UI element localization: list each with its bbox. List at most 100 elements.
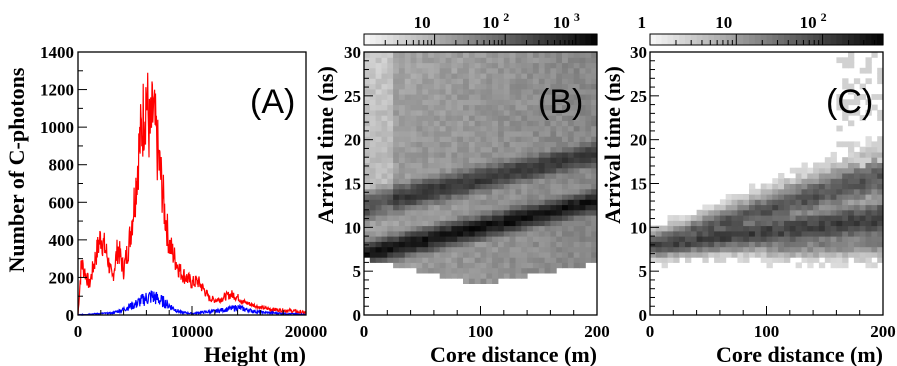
heatmap-cell bbox=[428, 251, 435, 258]
heatmap-cell bbox=[398, 73, 406, 79]
heatmap-cell bbox=[801, 220, 808, 227]
heatmap-cell bbox=[585, 120, 592, 127]
heatmap-cell bbox=[544, 246, 551, 253]
heatmap-cell bbox=[859, 188, 866, 195]
colorbar-swatch bbox=[445, 34, 452, 45]
heatmap-cell bbox=[387, 209, 394, 216]
heatmap-cell bbox=[375, 109, 382, 116]
heatmap-cell bbox=[492, 83, 499, 90]
colorbar-swatch bbox=[801, 34, 808, 45]
heatmap-cell bbox=[824, 215, 832, 221]
heatmap-cell bbox=[836, 194, 843, 200]
heatmap-cell bbox=[795, 209, 802, 216]
heatmap-cell bbox=[789, 230, 797, 237]
heatmap-cell bbox=[498, 120, 505, 127]
heatmap-cell bbox=[428, 194, 435, 200]
heatmap-cell bbox=[364, 183, 371, 190]
heatmap-cell bbox=[463, 225, 470, 232]
heatmap-cell bbox=[381, 57, 388, 64]
heatmap-cell bbox=[655, 241, 663, 248]
heatmap-cell bbox=[474, 236, 481, 242]
heatmap-cell bbox=[848, 52, 855, 58]
heatmap-cell bbox=[567, 115, 575, 121]
heatmap-cell bbox=[422, 230, 429, 237]
heatmap-cell bbox=[480, 272, 487, 279]
heatmap-cell bbox=[387, 52, 394, 58]
heatmap-cell bbox=[381, 194, 388, 200]
heatmap-cell bbox=[871, 230, 878, 237]
heatmap-cell bbox=[877, 141, 884, 148]
heatmap-cell bbox=[737, 236, 744, 242]
heatmap-cell bbox=[585, 236, 592, 242]
heatmap-cell bbox=[457, 251, 464, 258]
x-tick-label: 0 bbox=[646, 322, 655, 341]
heatmap-cell bbox=[865, 173, 872, 179]
heatmap-cell bbox=[364, 94, 371, 100]
heatmap-cell bbox=[381, 83, 388, 90]
heatmap-cell bbox=[486, 120, 493, 127]
heatmap-cell bbox=[428, 62, 435, 69]
heatmap-cell bbox=[393, 130, 400, 137]
heatmap-cell bbox=[393, 194, 400, 200]
heatmap-cell bbox=[685, 246, 692, 253]
heatmap-cell bbox=[509, 109, 516, 116]
heatmap-cell bbox=[369, 178, 377, 184]
heatmap-cell bbox=[573, 78, 580, 85]
heatmap-cell bbox=[463, 215, 470, 221]
heatmap-cell bbox=[532, 94, 540, 100]
heatmap-cell bbox=[527, 178, 534, 184]
heatmap-cell bbox=[550, 78, 557, 85]
heatmap-cell bbox=[515, 104, 522, 111]
heatmap-cell bbox=[538, 220, 546, 227]
heatmap-cell bbox=[375, 151, 382, 158]
heatmap-cell bbox=[404, 88, 412, 95]
heatmap-cell bbox=[573, 209, 580, 216]
heatmap-cell bbox=[871, 188, 878, 195]
heatmap-cell bbox=[463, 246, 470, 253]
heatmap-cell bbox=[404, 262, 412, 269]
heatmap-cell bbox=[784, 241, 791, 248]
series-line-blue bbox=[77, 290, 307, 316]
heatmap-cell bbox=[457, 99, 464, 106]
heatmap-cell bbox=[818, 194, 826, 200]
heatmap-cell bbox=[416, 109, 423, 116]
heatmap-cell bbox=[404, 183, 412, 190]
heatmap-cell bbox=[463, 146, 470, 153]
heatmap-cell bbox=[573, 115, 580, 121]
heatmap-cell bbox=[445, 225, 452, 232]
heatmap-cell bbox=[457, 104, 464, 111]
heatmap-cell bbox=[474, 183, 481, 190]
heatmap-cell bbox=[463, 141, 470, 148]
heatmap-cell bbox=[573, 67, 580, 74]
colorbar-swatch bbox=[696, 34, 703, 45]
heatmap-cell bbox=[398, 141, 406, 148]
heatmap-cell bbox=[778, 246, 785, 253]
heatmap-cell bbox=[422, 178, 429, 184]
heatmap-cell bbox=[492, 99, 499, 106]
heatmap-cell bbox=[591, 67, 598, 74]
heatmap-cell bbox=[789, 183, 797, 190]
heatmap-cell bbox=[853, 225, 861, 232]
heatmap-cell bbox=[381, 62, 388, 69]
heatmap-cell bbox=[848, 199, 855, 206]
heatmap-cell bbox=[567, 183, 575, 190]
heatmap-cell bbox=[532, 99, 540, 106]
heatmap-cell bbox=[433, 267, 441, 274]
heatmap-cell bbox=[422, 109, 429, 116]
heatmap-cell bbox=[579, 52, 586, 58]
heatmap-cell bbox=[725, 225, 732, 232]
heatmap-cell bbox=[457, 78, 464, 85]
colorbar-swatch bbox=[486, 34, 493, 45]
heatmap-cell bbox=[778, 183, 785, 190]
heatmap-cell bbox=[433, 52, 441, 58]
heatmap-cell bbox=[492, 220, 499, 227]
heatmap-cell bbox=[410, 178, 417, 184]
heatmap-cell bbox=[865, 215, 872, 221]
heatmap-cell bbox=[398, 188, 406, 195]
heatmap-cell bbox=[871, 52, 878, 58]
heatmap-cell bbox=[433, 130, 441, 137]
heatmap-cell bbox=[410, 57, 417, 64]
heatmap-cell bbox=[457, 257, 464, 263]
heatmap-cell bbox=[807, 209, 814, 216]
heatmap-cell bbox=[550, 136, 557, 142]
